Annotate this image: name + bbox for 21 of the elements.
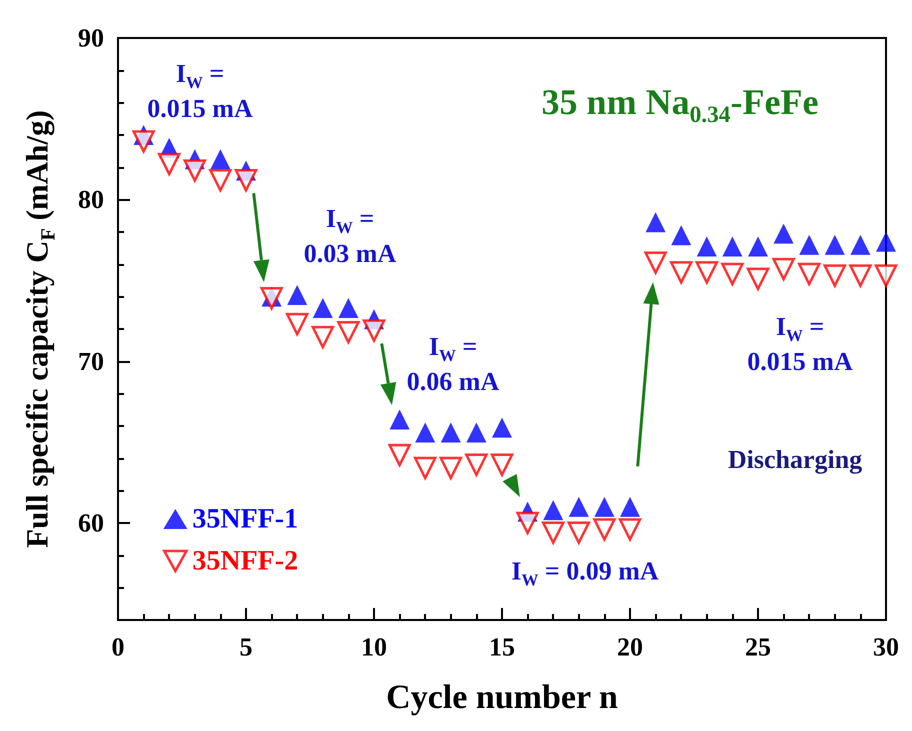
- annotation: I$_{W}$ = 0.06 mA: [406, 331, 500, 398]
- x-tick-label: 30: [873, 632, 899, 662]
- y-tick-label: 80: [78, 185, 104, 214]
- annotation: I$_{W}$ = 0.015 mA: [747, 311, 853, 378]
- annotation: I$_{W}$ = 0.03 mA: [304, 203, 396, 270]
- x-tick-label: 5: [240, 632, 252, 662]
- y-tick-label: 90: [78, 24, 104, 52]
- y-tick-label: 70: [78, 346, 104, 376]
- x-tick-label: 25: [745, 632, 771, 662]
- x-tick-label: 0: [112, 632, 124, 662]
- annotation: I$_{W}$ = 0.015 mA: [147, 58, 253, 126]
- text: 35 nm Na$_{0.34}$-FeFe: [542, 80, 818, 130]
- y-tick-label: 60: [78, 508, 104, 538]
- annotation: Discharging: [728, 444, 862, 476]
- x-tick-label: 15: [489, 632, 515, 662]
- legend-label: 35NFF-2: [192, 546, 298, 576]
- legend-label: 35NFF-1: [192, 504, 298, 534]
- x-axis-title: Cycle number n: [386, 678, 618, 718]
- x-tick-label: 20: [617, 632, 643, 662]
- annotation: I$_{W}$ = 0.09 mA: [511, 555, 659, 591]
- x-tick-label: 10: [361, 632, 387, 662]
